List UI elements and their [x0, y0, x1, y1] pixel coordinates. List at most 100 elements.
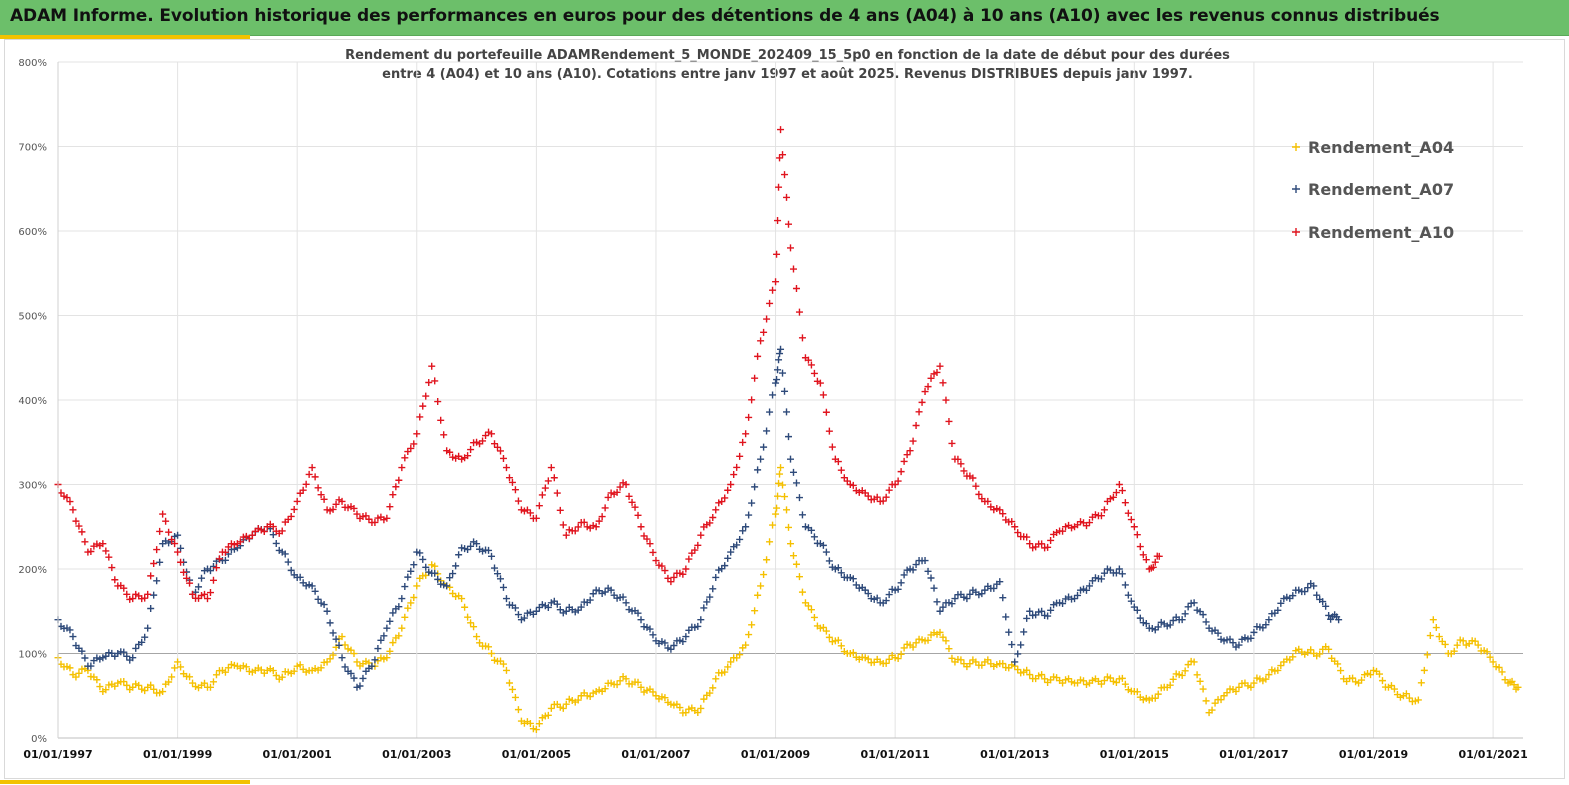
- data-point-interp: [1112, 678, 1120, 686]
- legend-marker: [1292, 143, 1300, 151]
- data-point: [777, 345, 785, 353]
- data-point-interp: [589, 522, 597, 530]
- data-point-interp: [789, 265, 797, 273]
- data-point-interp: [912, 561, 920, 569]
- data-point-interp: [123, 681, 131, 689]
- data-point-interp: [156, 689, 164, 697]
- data-point-interp: [619, 593, 627, 601]
- data-point: [682, 565, 690, 573]
- data-point-interp: [332, 635, 340, 643]
- data-point-interp: [724, 554, 732, 562]
- data-point-interp: [813, 622, 821, 630]
- data-point-interp: [1193, 671, 1201, 679]
- data-point-interp: [529, 610, 537, 618]
- data-point-interp: [347, 669, 355, 677]
- data-point-interp: [1053, 599, 1061, 607]
- data-point-interp: [485, 428, 493, 436]
- x-tick-label: 01/01/1999: [143, 748, 212, 761]
- data-point-interp: [1053, 528, 1061, 536]
- data-point-interp: [81, 538, 89, 546]
- data-point-interp: [206, 683, 214, 691]
- data-point-interp: [1501, 676, 1509, 684]
- data-point-interp: [335, 496, 343, 504]
- data-point-interp: [1381, 683, 1389, 691]
- data-point-interp: [903, 566, 911, 574]
- data-point-interp: [924, 383, 932, 391]
- data-point-interp: [386, 647, 394, 655]
- data-point-interp: [111, 652, 119, 660]
- data-point-interp: [888, 481, 896, 489]
- data-point-interp: [212, 671, 220, 679]
- data-point-interp: [87, 662, 95, 670]
- data-point-interp: [625, 492, 633, 500]
- data-point-interp: [535, 502, 543, 510]
- data-point-interp: [1124, 591, 1132, 599]
- data-point-interp: [574, 696, 582, 704]
- data-point-interp: [177, 558, 185, 566]
- data-point-interp: [305, 581, 313, 589]
- data-point: [697, 531, 705, 539]
- data-point: [787, 540, 794, 548]
- data-point-interp: [332, 500, 340, 508]
- data-point: [398, 595, 406, 603]
- header-title: ADAM Informe. Evolution historique des p…: [10, 6, 1440, 26]
- data-point-interp: [819, 391, 827, 399]
- y-tick-label: 400%: [18, 396, 47, 407]
- data-point: [398, 464, 406, 472]
- data-point-interp: [924, 636, 932, 644]
- data-point-interp: [1097, 680, 1105, 688]
- data-point-interp: [186, 579, 194, 587]
- data-point-interp: [619, 673, 627, 681]
- data-point-interp: [410, 440, 418, 448]
- data-point-interp: [1136, 543, 1144, 551]
- y-tick-label: 300%: [18, 481, 47, 492]
- data-point-interp: [221, 556, 229, 564]
- data-point: [353, 658, 361, 666]
- data-point-interp: [595, 517, 603, 525]
- data-point-interp: [180, 568, 188, 576]
- data-point-interp: [1014, 650, 1022, 658]
- data-point-interp: [120, 584, 128, 592]
- data-point-interp: [849, 481, 857, 489]
- data-point-interp: [1498, 668, 1506, 676]
- data-point-interp: [1157, 684, 1165, 692]
- data-point-interp: [449, 570, 457, 578]
- data-point-interp: [670, 573, 678, 581]
- data-point-interp: [553, 489, 561, 497]
- y-tick-label: 200%: [18, 565, 47, 576]
- legend-marker: [1292, 185, 1300, 193]
- data-point-interp: [401, 583, 409, 591]
- data-point-interp: [751, 607, 759, 615]
- data-point-interp: [135, 681, 143, 689]
- data-point-interp: [201, 679, 208, 687]
- data-point-interp: [281, 550, 289, 558]
- data-point: [712, 675, 720, 683]
- data-point-interp: [1047, 536, 1055, 544]
- data-point-interp: [754, 466, 762, 474]
- data-point-interp: [1142, 556, 1150, 564]
- data-point: [1011, 523, 1019, 531]
- data-point-interp: [999, 594, 1007, 602]
- data-point: [1026, 671, 1034, 679]
- data-point-interp: [392, 483, 400, 491]
- data-point-interp: [679, 570, 687, 578]
- data-point: [1489, 658, 1497, 666]
- data-point: [1130, 523, 1138, 531]
- data-point: [174, 548, 182, 556]
- data-point: [69, 506, 77, 514]
- data-point-interp: [706, 519, 714, 527]
- data-point-interp: [195, 583, 203, 591]
- data-point-interp: [984, 656, 992, 664]
- y-tick-label: 500%: [18, 312, 47, 323]
- data-point-interp: [1181, 610, 1189, 618]
- data-point-interp: [963, 663, 971, 671]
- data-point-interp: [864, 590, 872, 598]
- data-point-interp: [766, 538, 774, 546]
- data-point-interp: [774, 492, 782, 500]
- data-point-interp: [1172, 613, 1180, 621]
- data-point-interp: [733, 463, 741, 471]
- data-point-interp: [774, 366, 782, 374]
- data-point-interp: [1133, 606, 1141, 614]
- data-point-interp: [1196, 677, 1204, 685]
- data-point: [473, 633, 481, 641]
